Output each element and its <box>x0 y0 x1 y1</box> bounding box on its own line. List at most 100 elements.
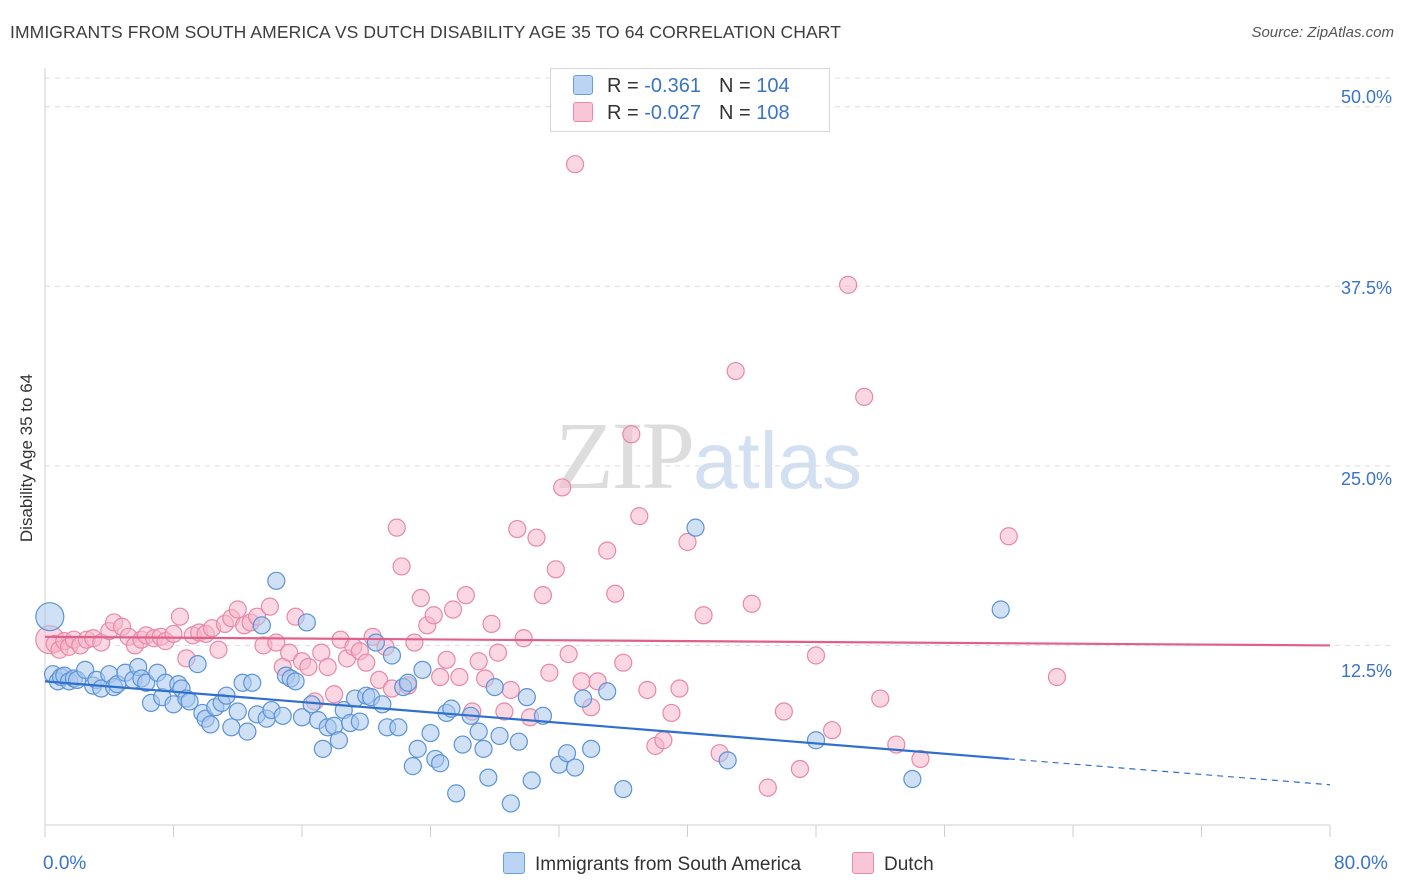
dutch-point <box>533 586 553 605</box>
bottom-legend-swatch-pink <box>852 852 874 874</box>
dutch-point <box>598 541 617 560</box>
dutch-point <box>370 670 389 690</box>
dutch-point <box>742 594 761 613</box>
dutch-point <box>565 155 585 174</box>
dutch-point <box>209 640 228 659</box>
dutch-point <box>514 629 533 648</box>
legend-swatch-pink <box>573 102 593 122</box>
immigrants-point <box>474 739 493 758</box>
immigrants-point <box>501 794 520 813</box>
immigrants-point <box>573 689 593 708</box>
dutch-point <box>170 607 190 626</box>
bottom-legend-immigrants: Immigrants from South America <box>503 852 801 876</box>
trend-lines <box>44 635 1331 786</box>
immigrants-point <box>252 616 271 635</box>
immigrants-point <box>469 722 488 741</box>
correlation-legend: R = -0.361 N = 104 R = -0.027 N = 108 <box>550 68 830 132</box>
immigrants-point <box>243 673 262 692</box>
y-axis-label: Disability Age 35 to 64 <box>17 373 36 543</box>
immigrants-point <box>329 731 349 750</box>
dutch-point <box>806 646 826 665</box>
dutch-point <box>495 702 514 721</box>
dutch-trend-line <box>44 635 1331 647</box>
immigrants-point <box>201 715 220 734</box>
dutch-point <box>280 643 299 662</box>
legend-row-dutch: R = -0.027 N = 108 <box>573 102 790 126</box>
dutch-point <box>540 663 559 682</box>
chart-title: IMMIGRANTS FROM SOUTH AMERICA VS DUTCH D… <box>10 22 841 42</box>
immigrants-point <box>350 712 369 731</box>
immigrants-point <box>557 744 577 763</box>
immigrants-point <box>509 732 528 751</box>
immigrants-point <box>228 702 247 721</box>
dutch-point <box>424 606 443 625</box>
dutch-point <box>670 679 689 698</box>
immigrants-point <box>479 768 498 787</box>
legend-swatch-blue <box>573 75 593 95</box>
legend-n-label-2: N = <box>718 102 751 124</box>
dutch-point <box>999 527 1018 546</box>
immigrants-point <box>991 600 1010 619</box>
immigrants-point <box>806 731 826 750</box>
bottom-legend-swatch-blue <box>503 852 525 874</box>
immigrants-point <box>718 751 737 770</box>
dutch-point <box>1047 667 1067 687</box>
legend-r-value-2: -0.027 <box>644 102 701 124</box>
immigrants-point <box>297 613 316 632</box>
dutch-point <box>839 275 858 294</box>
legend-n-label-1: N = <box>718 75 751 97</box>
axes <box>44 68 1331 837</box>
x-tick-max: 80.0% <box>1334 853 1388 874</box>
y-tick-50: 50.0% <box>1340 87 1392 107</box>
dutch-point <box>678 532 697 552</box>
immigrants-trend-extension <box>1008 758 1331 786</box>
immigrants-point <box>382 646 402 665</box>
dutch-point <box>260 597 279 616</box>
dutch-point <box>790 759 810 779</box>
immigrants-point <box>366 633 385 652</box>
immigrants-point <box>522 771 541 790</box>
y-tick-37-5: 37.5% <box>1340 278 1392 298</box>
dutch-point <box>774 702 793 721</box>
y-tick-12-5: 12.5% <box>1340 661 1392 681</box>
grid-lines <box>45 77 1390 646</box>
dutch-point <box>405 633 424 652</box>
legend-r-label-1: R = <box>607 75 639 97</box>
dutch-point <box>553 478 572 497</box>
dutch-point <box>630 507 649 526</box>
dutch-point <box>572 672 591 691</box>
bottom-legend-dutch: Dutch <box>852 852 934 876</box>
immigrants-point <box>447 784 466 803</box>
dutch-point <box>228 600 247 619</box>
dutch-points <box>35 155 1067 797</box>
dutch-point <box>456 586 475 605</box>
immigrants-point <box>490 726 509 746</box>
immigrants-point <box>286 672 305 691</box>
legend-r-value-1: -0.361 <box>644 75 701 97</box>
dutch-point <box>694 606 713 625</box>
immigrants-point <box>903 769 922 789</box>
dutch-point <box>437 650 456 669</box>
dutch-point <box>726 361 745 381</box>
dutch-point <box>527 528 546 547</box>
dutch-point <box>501 680 520 700</box>
legend-n-value-1: 104 <box>756 75 790 97</box>
dutch-point <box>606 584 625 603</box>
immigrants-point <box>222 718 241 737</box>
dutch-point <box>911 749 930 769</box>
immigrants-point <box>398 673 418 692</box>
immigrants-point <box>485 677 504 697</box>
legend-n-value-2: 108 <box>756 102 790 124</box>
dutch-point <box>411 588 430 608</box>
dutch-point <box>443 600 463 619</box>
dutch-point <box>855 387 874 407</box>
immigrants-trend-line <box>44 680 1009 761</box>
dutch-point <box>662 703 681 723</box>
legend-row-immigrants: R = -0.361 N = 104 <box>573 75 790 99</box>
immigrants-point <box>188 655 207 674</box>
immigrants-point <box>686 518 705 537</box>
immigrants-point <box>313 739 332 758</box>
watermark-atlas: atlas <box>693 416 862 505</box>
bottom-legend-label-dutch: Dutch <box>884 854 934 875</box>
